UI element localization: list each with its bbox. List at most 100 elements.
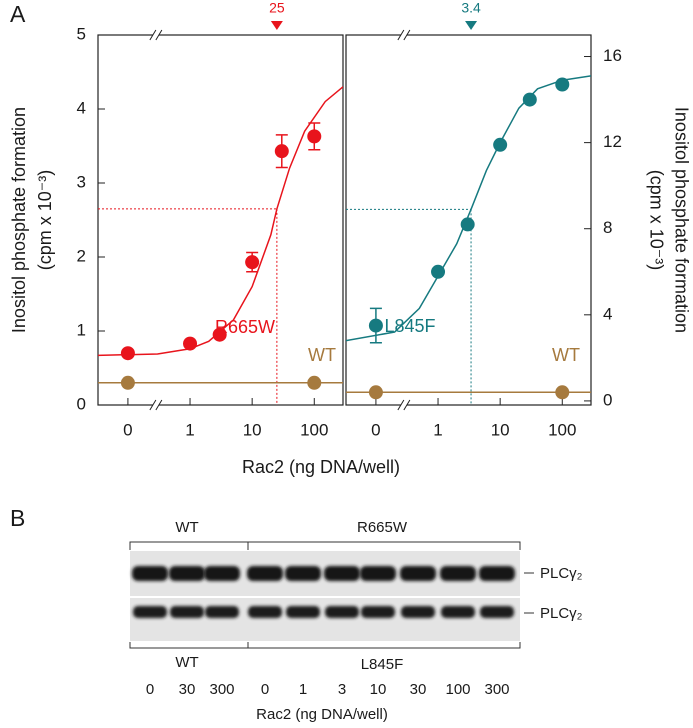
x-tick-label: 0 [371,420,380,439]
ec50-label: 3.4 [461,0,481,16]
axis-break-gap [400,403,407,407]
lane-label: 300 [484,681,509,698]
blot-group: WT [175,519,198,536]
fit-line [98,86,343,357]
band-label: PLCγ₂ [540,565,583,582]
lane-label: 3 [338,681,346,698]
brackets [129,541,534,649]
data-point [212,327,227,342]
data-point [522,92,537,107]
blot-band [247,566,283,581]
blot-band [133,606,167,618]
lane-label: 100 [445,681,470,698]
y-tick-label: 0 [603,390,612,409]
blot-band [170,606,204,618]
y-tick-label: 2 [77,246,86,265]
fits [98,86,343,384]
axis-break [403,29,411,41]
y-axis-label: (cpm x 10⁻³) [35,170,55,271]
axis-break [397,399,405,411]
y-tick-label: 0 [77,394,86,413]
panel-label: A [10,1,26,27]
blot-group: WT [175,654,198,671]
y-tick-label: 8 [603,218,612,237]
blot-band [480,606,514,618]
lane-label: 30 [410,681,427,698]
x-tick-label: 100 [300,420,328,439]
band-label: PLCγ₂ [540,605,583,622]
blot-band [361,606,395,618]
y-tick-label: 1 [77,320,86,339]
axis-break [155,399,163,411]
series-label: WT [552,345,580,365]
fit-line [346,75,591,342]
lane-label: 0 [146,681,154,698]
data-point [183,336,198,351]
y-tick-label: 4 [77,98,86,117]
y-tick-label: 12 [603,132,622,151]
blot-band [204,566,240,581]
lane-label: 1 [299,681,307,698]
blot-band [441,606,475,618]
plot-frame [97,34,344,406]
data-point [555,77,570,92]
data-point [368,318,383,333]
lane-label: 0 [261,681,269,698]
x-tick-label: 1 [433,420,442,439]
blot-band [440,566,476,581]
blot-band [401,606,435,618]
x-tick-label: 10 [243,420,262,439]
axis-break [149,29,157,41]
x-tick-label: 0 [123,420,132,439]
blot-band [132,566,168,581]
fits [346,75,591,394]
blot-band [286,606,320,618]
y-axis-label: Inositol phosphate formation [9,107,29,333]
y-tick-label: 16 [603,46,622,65]
axis-break-gap [400,33,407,37]
lane-label: 10 [370,681,387,698]
y-axis-label: Inositol phosphate formation [671,107,691,333]
series-label: L845F [384,316,435,336]
data-point [120,346,135,361]
data-point [431,264,446,279]
blot-group: L845F [361,656,404,673]
plot-frame [345,34,592,406]
blot-band [285,566,321,581]
y-tick-label: 4 [603,304,612,323]
blot-band [205,606,239,618]
data-point [120,375,135,390]
x-tick-label: 10 [491,420,510,439]
axis-break-gap [152,33,159,37]
axis-break-gap [152,403,159,407]
blot-band [325,606,359,618]
ec50-marker [270,21,283,30]
lane-label: 30 [179,681,196,698]
axis-break [149,399,157,411]
data-point [307,375,322,390]
ec50-label: 25 [269,0,285,16]
blot-group: R665W [357,519,408,536]
ec50-marker [465,21,478,30]
x-tick-label: 100 [548,420,576,439]
data-point [274,144,289,159]
axis-break [397,29,405,41]
x-tick-label: 1 [185,420,194,439]
series-label: R665W [215,317,275,337]
axis-break [403,399,411,411]
lane-label: 300 [209,681,234,698]
axis-break [155,29,163,41]
x-axis-label: Rac2 (ng DNA/well) [242,457,400,477]
series-label: WT [308,345,336,365]
blot-band [248,606,282,618]
data-point [555,385,570,400]
panel-label: B [10,505,25,531]
data-point [493,137,508,152]
blot-band [324,566,360,581]
data-point [307,129,322,144]
data-point [368,385,383,400]
data-point [245,255,260,270]
blot-x-label: Rac2 (ng DNA/well) [256,706,388,723]
data-point [460,217,475,232]
